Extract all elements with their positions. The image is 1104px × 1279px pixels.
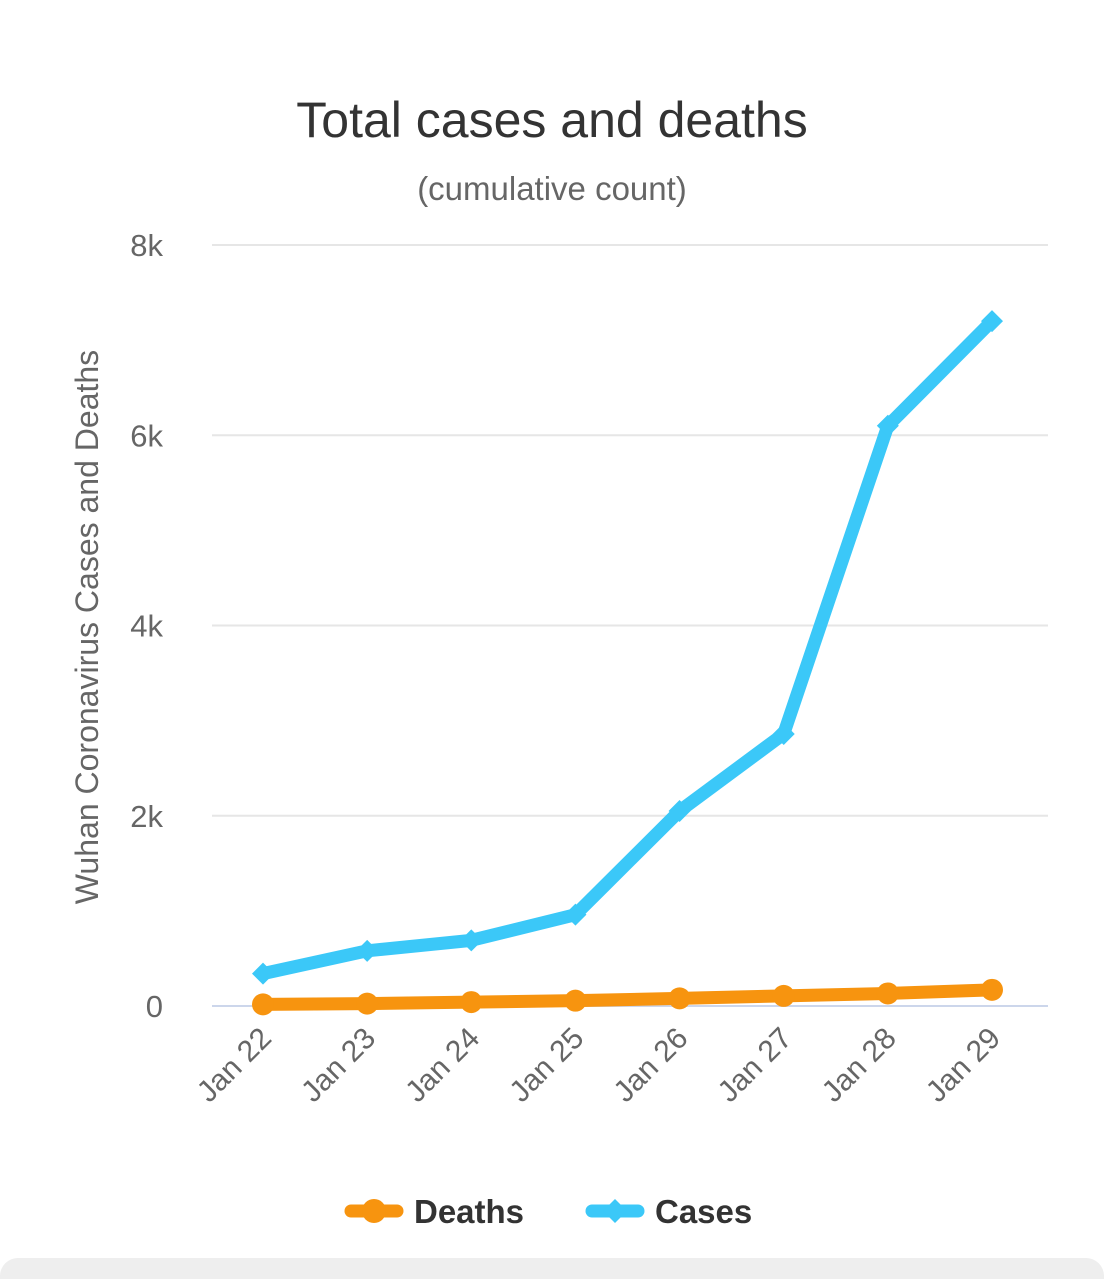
data-point[interactable] bbox=[356, 939, 379, 962]
series-line bbox=[256, 314, 999, 981]
x-tick-label: Jan 23 bbox=[295, 1022, 382, 1109]
y-tick-label: 6k bbox=[130, 418, 163, 453]
chart-title: Total cases and deaths bbox=[296, 92, 807, 148]
x-tick-label: Jan 28 bbox=[816, 1022, 903, 1109]
y-tick-label: 8k bbox=[130, 228, 163, 263]
data-point[interactable] bbox=[981, 310, 1003, 333]
data-point[interactable] bbox=[252, 993, 274, 1016]
x-tick-label: Jan 25 bbox=[503, 1022, 590, 1109]
legend-item-deaths[interactable]: Deaths bbox=[344, 1193, 524, 1230]
x-tick-label: Jan 24 bbox=[399, 1022, 486, 1109]
data-point[interactable] bbox=[564, 903, 587, 926]
y-tick-label: 0 bbox=[146, 989, 163, 1024]
y-tick-label: 4k bbox=[130, 609, 163, 644]
series-group bbox=[252, 310, 1003, 1016]
legend-label: Deaths bbox=[414, 1193, 524, 1230]
y-axis-label: Wuhan Coronavirus Cases and Deaths bbox=[69, 350, 105, 904]
legend-marker bbox=[603, 1199, 627, 1223]
x-axis-ticks: Jan 22 Jan 23 Jan 24 Jan 25 Jan 26 Jan 27 Jan … bbox=[191, 1022, 1007, 1109]
legend-label: Cases bbox=[655, 1193, 752, 1230]
y-tick-label: 2k bbox=[130, 799, 163, 834]
chart-subtitle: (cumulative count) bbox=[417, 170, 687, 207]
x-tick-label: Jan 29 bbox=[920, 1022, 1007, 1109]
legend-item-cases[interactable]: Cases bbox=[585, 1193, 752, 1230]
legend[interactable]: Deaths Cases bbox=[344, 1193, 752, 1230]
data-point[interactable] bbox=[668, 987, 691, 1010]
data-point[interactable] bbox=[876, 414, 899, 437]
y-axis-ticks: 0 2k 4k 6k 8k bbox=[130, 228, 163, 1024]
data-point[interactable] bbox=[876, 982, 899, 1005]
x-tick-label: Jan 27 bbox=[712, 1022, 799, 1109]
data-point[interactable] bbox=[356, 992, 379, 1015]
data-point[interactable] bbox=[772, 984, 795, 1007]
data-point[interactable] bbox=[460, 929, 483, 952]
data-point[interactable] bbox=[981, 978, 1003, 1001]
x-tick-label: Jan 22 bbox=[191, 1022, 278, 1109]
data-point[interactable] bbox=[252, 962, 274, 985]
series-cases bbox=[252, 310, 1003, 985]
series-line bbox=[256, 983, 999, 1011]
x-tick-label: Jan 26 bbox=[607, 1022, 694, 1109]
bottom-panel bbox=[0, 1258, 1104, 1279]
data-point[interactable] bbox=[564, 989, 587, 1012]
data-point[interactable] bbox=[772, 722, 795, 745]
data-point[interactable] bbox=[668, 799, 691, 822]
series-deaths bbox=[252, 978, 1003, 1016]
legend-marker bbox=[362, 1199, 386, 1223]
data-point[interactable] bbox=[460, 991, 483, 1014]
grid-lines bbox=[212, 244, 1048, 1007]
